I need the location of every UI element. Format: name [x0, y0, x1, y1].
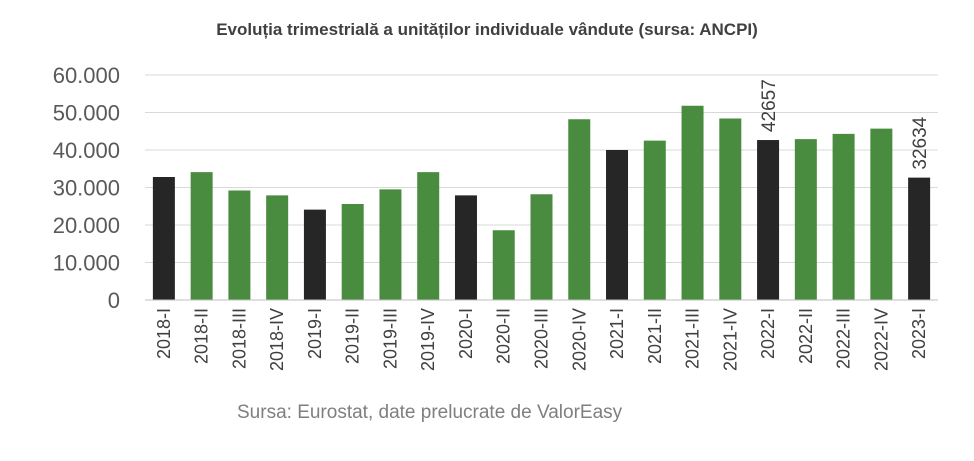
bar	[606, 150, 629, 300]
y-tick-label: 60.000	[53, 63, 120, 88]
y-tick-label: 20.000	[53, 213, 120, 238]
x-tick-label: 2020-III	[532, 308, 552, 369]
bar	[341, 204, 364, 300]
x-tick-label: 2020-I	[456, 308, 476, 359]
x-tick-label: 2019-III	[380, 308, 400, 369]
y-tick-label: 50.000	[53, 101, 120, 126]
x-tick-label: 2021-I	[607, 308, 627, 359]
bar	[870, 128, 893, 300]
bar	[832, 133, 855, 300]
source-note: Sursa: Eurostat, date prelucrate de Valo…	[237, 402, 623, 423]
x-tick-label: 2022-IV	[871, 308, 891, 371]
bar	[417, 172, 440, 300]
bar	[794, 139, 817, 300]
x-tick-label: 2019-IV	[418, 308, 438, 371]
x-tick-label: 2022-III	[834, 308, 854, 369]
bar	[492, 230, 515, 300]
bar	[379, 189, 402, 300]
bars	[152, 105, 931, 300]
x-tick-label: 2021-III	[683, 308, 703, 369]
x-tick-label: 2019-II	[343, 308, 363, 364]
data-labels: 42657 32634	[759, 79, 931, 169]
x-tick-label: 2022-I	[758, 308, 778, 359]
bar	[190, 172, 213, 300]
x-tick-label: 2020-IV	[569, 308, 589, 371]
x-tick-label: 2021-IV	[720, 308, 740, 371]
y-tick-label: 10.000	[53, 251, 120, 276]
bar	[908, 177, 931, 300]
x-axis-ticks: 2018-I 2018-II 2018-III 2018-IV 2019-I 2019-I…	[154, 308, 929, 371]
x-tick-label: 2022-II	[796, 308, 816, 364]
x-tick-label: 2018-IV	[267, 308, 287, 371]
bar	[757, 140, 780, 300]
data-label: 42657	[759, 79, 780, 132]
y-tick-label: 0	[108, 288, 120, 313]
x-tick-label: 2021-II	[645, 308, 665, 364]
bar	[266, 195, 289, 300]
bar	[303, 209, 326, 300]
bar	[228, 190, 251, 300]
y-axis-ticks: 0 10.000 20.000 30.000 40.000 50.000 60.000	[53, 63, 120, 313]
x-tick-label: 2023-I	[909, 308, 929, 359]
bar	[643, 140, 666, 300]
x-tick-label: 2018-II	[192, 308, 212, 364]
y-tick-label: 30.000	[53, 176, 120, 201]
chart-title: Evoluția trimestrială a unităților indiv…	[216, 20, 758, 39]
bar	[454, 195, 477, 300]
y-tick-label: 40.000	[53, 138, 120, 163]
bar	[719, 118, 742, 300]
x-tick-label: 2020-II	[494, 308, 514, 364]
data-label: 32634	[910, 116, 931, 169]
bar	[568, 119, 591, 300]
bar	[681, 105, 704, 300]
bar	[152, 177, 175, 300]
bar	[530, 194, 553, 300]
x-tick-label: 2018-I	[154, 308, 174, 359]
x-tick-label: 2019-I	[305, 308, 325, 359]
x-tick-label: 2018-III	[229, 308, 249, 369]
